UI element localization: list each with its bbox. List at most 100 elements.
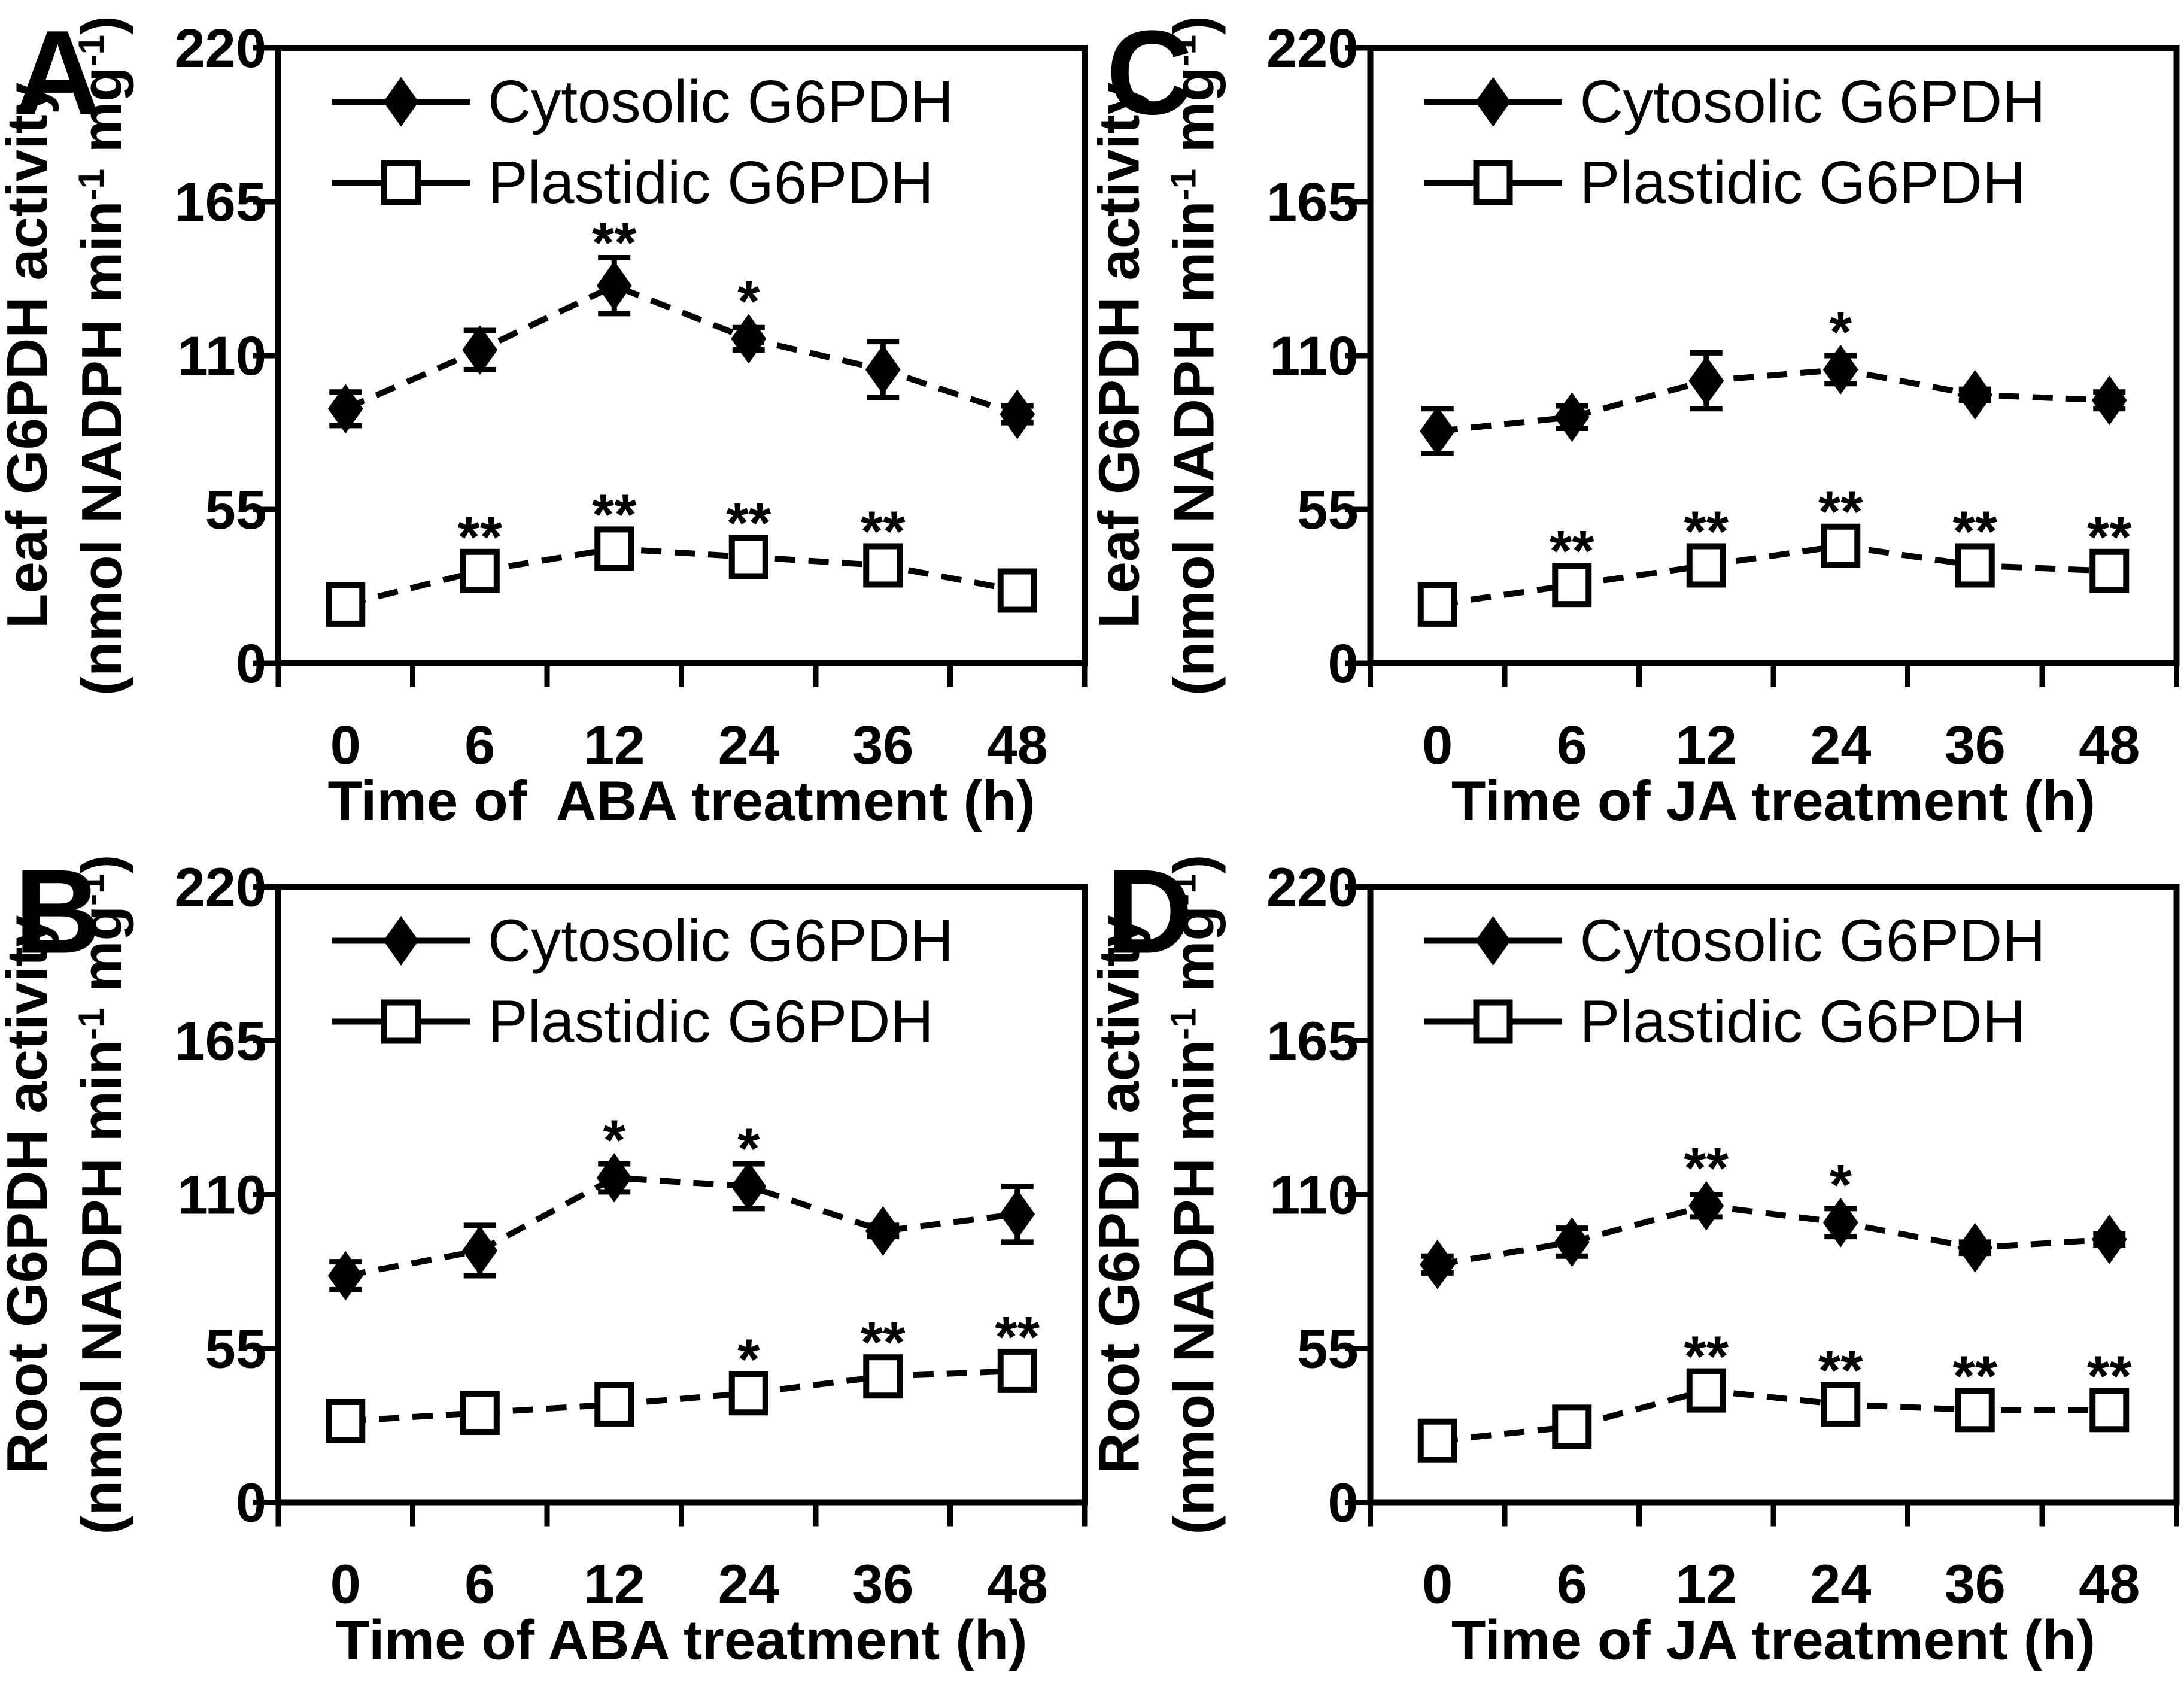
y-axis-title: Root G6PDH activity: [0, 915, 59, 1474]
data-point-open-square-icon: [728, 535, 768, 579]
x-tick-label: 48: [2079, 1554, 2140, 1615]
superscript-text: -1: [1164, 35, 1204, 66]
data-point-open-square-icon: [863, 1354, 903, 1399]
legend-label: Plastidic G6PDH: [488, 149, 934, 216]
x-tick-label: 12: [584, 1554, 645, 1615]
legend-open-square-icon: [1473, 160, 1513, 205]
significance-marker: **: [1952, 499, 1997, 563]
y-tick-label: 55: [205, 480, 266, 541]
axis-title-text: ): [1162, 855, 1226, 874]
data-point-filled-diamond-icon: [1822, 1197, 1858, 1248]
plot-area-border: [1367, 884, 2180, 1506]
y-tick-label: 0: [236, 1473, 266, 1534]
x-tick-label: 48: [987, 715, 1048, 776]
data-point-filled-diamond-icon: [462, 1225, 498, 1276]
data-point-filled-diamond-icon: [1957, 1222, 1993, 1273]
x-tick-label: 6: [1557, 715, 1587, 776]
data-point-filled-diamond-icon: [2091, 1214, 2127, 1264]
superscript-text: -1: [71, 35, 111, 66]
y-tick-label: 165: [175, 172, 267, 233]
significance-marker: **: [1684, 1325, 1729, 1389]
x-tick-label: 48: [2079, 715, 2140, 776]
legend-label: Cytosolic G6PDH: [1580, 68, 2046, 135]
legend-label: Cytosolic G6PDH: [488, 68, 953, 135]
significance-marker: **: [861, 1310, 906, 1374]
superscript-text: -1: [71, 169, 111, 201]
x-tick-label: 0: [330, 1554, 361, 1615]
data-line-plastidic: [345, 1367, 1018, 1424]
data-point-open-square-icon: [1686, 1368, 1726, 1413]
data-point-open-square-icon: [460, 1390, 500, 1435]
significance-marker: **: [2087, 1344, 2132, 1408]
significance-marker: *: [737, 1116, 760, 1181]
y-axis-title: Leaf G6PDH activity: [0, 83, 59, 629]
legend-label: Cytosolic G6PDH: [488, 908, 953, 975]
legend-label: Plastidic G6PDH: [488, 988, 934, 1055]
x-tick-label: 36: [1945, 1554, 2006, 1615]
data-point-filled-diamond-icon: [865, 344, 901, 395]
x-tick-label: 12: [584, 715, 645, 776]
significance-marker: **: [1684, 1136, 1729, 1200]
y-axis-units: (nmol NADPH min-1 mg-1): [70, 855, 134, 1535]
data-point-filled-diamond-icon: [596, 260, 632, 311]
x-tick-label: 6: [1557, 1554, 1587, 1615]
data-line-plastidic: [345, 545, 1018, 608]
data-point-filled-diamond-icon: [1822, 344, 1858, 395]
y-tick-label: 0: [1328, 633, 1358, 694]
x-tick-label: 48: [987, 1554, 1048, 1615]
axis-title-text: (nmol NADPH min: [1162, 1040, 1226, 1535]
significance-marker: **: [1818, 1339, 1863, 1403]
x-axis-title: Time of JA treatment (h): [1451, 1609, 2095, 1671]
y-axis-title: Leaf G6PDH activity: [1088, 83, 1152, 629]
superscript-text: -1: [71, 1008, 111, 1040]
data-point-filled-diamond-icon: [327, 384, 363, 434]
x-tick-label: 6: [464, 715, 495, 776]
data-point-open-square-icon: [326, 582, 366, 627]
axis-title-text: (nmol NADPH min: [70, 201, 134, 696]
data-line-plastidic: [1437, 1387, 2110, 1444]
significance-marker: **: [1818, 480, 1863, 544]
legend-open-square-icon: [381, 160, 421, 205]
y-tick-label: 220: [1266, 857, 1359, 918]
x-tick-label: 12: [1676, 715, 1737, 776]
data-point-open-square-icon: [1955, 543, 1995, 588]
y-axis-title: Root G6PDH activity: [1088, 915, 1152, 1474]
data-point-filled-diamond-icon: [1000, 389, 1035, 439]
data-point-filled-diamond-icon: [731, 314, 767, 364]
legend-open-square-icon: [1473, 999, 1513, 1044]
axis-title-text: (nmol NADPH min: [70, 1040, 134, 1535]
axis-title-text: mg: [1162, 906, 1226, 1008]
data-point-open-square-icon: [326, 1398, 366, 1443]
y-axis-units: (nmol NADPH min-1 mg-1): [1162, 16, 1226, 696]
significance-marker: **: [457, 505, 502, 569]
significance-marker: **: [592, 211, 637, 275]
axis-title-text: mg: [70, 906, 134, 1008]
data-line-cytosolic: [344, 282, 1019, 417]
x-axis-title: Time of ABA treatment (h): [327, 769, 1035, 832]
panel-letter-d: D: [1107, 845, 1193, 979]
data-point-open-square-icon: [1417, 582, 1457, 627]
data-point-filled-diamond-icon: [1554, 392, 1590, 442]
plot-area-border: [275, 45, 1088, 666]
data-point-filled-diamond-icon: [596, 1153, 632, 1203]
data-point-open-square-icon: [1552, 563, 1592, 608]
plot-area-border: [1367, 45, 2180, 666]
data-point-filled-diamond-icon: [1420, 406, 1456, 456]
data-point-filled-diamond-icon: [731, 1161, 767, 1211]
data-point-filled-diamond-icon: [1957, 369, 1993, 420]
data-point-open-square-icon: [594, 1382, 634, 1427]
legend-filled-diamond-icon: [1475, 77, 1511, 127]
significance-marker: **: [1684, 499, 1729, 563]
x-tick-label: 36: [852, 1554, 913, 1615]
significance-marker: **: [995, 1305, 1040, 1369]
legend-filled-diamond-icon: [383, 916, 419, 966]
legend-filled-diamond-icon: [1475, 916, 1511, 966]
data-point-open-square-icon: [594, 526, 634, 571]
significance-marker: *: [737, 269, 760, 333]
data-point-filled-diamond-icon: [1688, 356, 1724, 406]
